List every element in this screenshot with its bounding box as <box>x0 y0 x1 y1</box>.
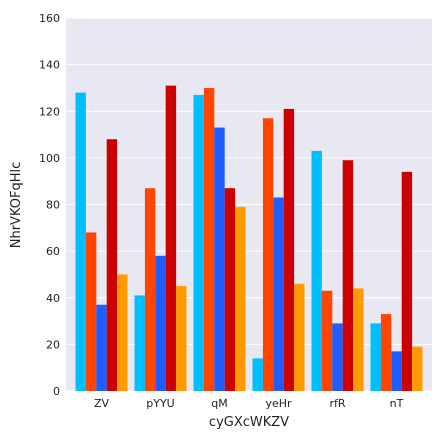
bar-rfR-1 <box>321 290 333 391</box>
x-tick-label: ZV <box>94 397 110 410</box>
x-tick-label: yeHr <box>265 397 292 410</box>
bar-rfR-3 <box>342 160 354 391</box>
y-tick-label: 160 <box>39 12 60 25</box>
bar-yeHr-1 <box>262 118 274 392</box>
bars <box>75 85 423 392</box>
y-axis-ticks: 0 20 40 60 80 100 120 140 160 <box>39 12 60 398</box>
y-tick-label: 100 <box>39 152 60 165</box>
bar-pYYU-0 <box>134 295 145 391</box>
bar-ZV-4 <box>117 274 128 391</box>
bar-pYYU-1 <box>144 188 156 391</box>
bar-yeHr-2 <box>273 197 284 391</box>
bar-rfR-2 <box>332 323 343 391</box>
y-tick-label: 60 <box>46 245 60 258</box>
bar-yeHr-0 <box>252 358 263 391</box>
bar-pYYU-2 <box>155 255 166 391</box>
bar-nT-1 <box>380 314 392 391</box>
y-tick-label: 80 <box>46 199 60 212</box>
bar-yeHr-4 <box>294 283 305 391</box>
y-tick-label: 120 <box>39 105 60 118</box>
x-tick-label: rfR <box>329 397 345 410</box>
bar-ZV-1 <box>85 232 97 391</box>
x-tick-label: qM <box>211 397 227 410</box>
bar-pYYU-3 <box>165 85 177 391</box>
y-tick-label: 40 <box>46 292 60 305</box>
x-axis-ticks: ZV pYYU qM yeHr rfR nT <box>94 397 404 410</box>
bar-qM-3 <box>224 188 236 391</box>
bar-ZV-2 <box>96 304 107 391</box>
bar-rfR-0 <box>311 150 322 391</box>
bar-nT-4 <box>412 346 423 391</box>
y-tick-label: 0 <box>53 385 60 398</box>
bar-pYYU-4 <box>176 286 187 391</box>
bar-qM-1 <box>203 87 215 391</box>
bar-qM-0 <box>193 94 204 392</box>
bar-nT-0 <box>370 323 381 391</box>
y-tick-label: 20 <box>46 338 60 351</box>
bar-yeHr-3 <box>283 108 295 391</box>
x-tick-label: pYYU <box>146 397 174 410</box>
bar-nT-2 <box>391 351 402 391</box>
bar-rfR-4 <box>353 288 364 391</box>
bar-ZV-0 <box>75 92 86 391</box>
x-axis-label: cyGXcWKZV <box>209 415 289 430</box>
x-tick-label: nT <box>390 397 404 410</box>
y-tick-label: 140 <box>39 59 60 72</box>
y-axis-label: NhrVKOFqHlc <box>9 162 24 249</box>
bar-nT-3 <box>401 171 413 391</box>
bar-qM-4 <box>235 206 246 391</box>
bar-qM-2 <box>214 127 225 391</box>
bar-ZV-3 <box>106 139 118 391</box>
